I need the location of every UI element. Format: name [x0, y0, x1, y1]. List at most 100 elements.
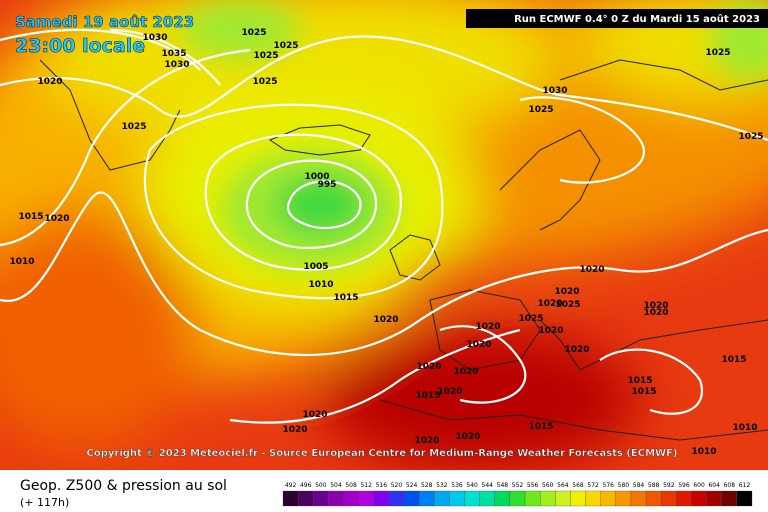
isobar-label: 1020 [466, 340, 491, 350]
isobar-label: 1020 [437, 387, 462, 397]
colorbar-swatch [540, 490, 556, 507]
isobar-label: 1020 [579, 265, 604, 275]
colorbar-swatch [343, 490, 359, 507]
colorbar-swatch [691, 490, 707, 507]
isobar-label: 1020 [37, 77, 62, 87]
colorbar-swatch [645, 490, 662, 507]
isobar-label: 1020 [564, 345, 589, 355]
isobar-label: 1005 [303, 262, 328, 272]
isobar-label: 1025 [738, 132, 763, 142]
colorbar-label: 492 [285, 482, 297, 489]
colorbar-swatch [479, 490, 495, 507]
colorbar-label: 564 [557, 482, 569, 489]
colorbar-swatch [676, 490, 692, 507]
colorbar-label: 516 [376, 482, 388, 489]
colorbar-label: 544 [482, 482, 494, 489]
isobar-label: 1020 [643, 308, 668, 318]
colorbar-swatch [555, 490, 571, 507]
isobar-label: 1035 [161, 49, 186, 59]
colorbar-swatch [736, 490, 753, 507]
colorbar-swatch [358, 490, 374, 507]
colorbar-label: 552 [512, 482, 524, 489]
colorbar-label: 576 [603, 482, 615, 489]
colorbar-swatch [615, 490, 632, 507]
copyright: Copyright © 2023 Meteociel.fr - Source E… [87, 448, 678, 459]
colorbar-label: 556 [527, 482, 539, 489]
colorbar-label: 588 [648, 482, 660, 489]
isobar-label: 1020 [453, 367, 478, 377]
colorbar-swatch [600, 490, 616, 507]
isobar-label: 1020 [455, 432, 480, 442]
isobar-label: 1015 [415, 391, 440, 401]
isobar-label: 1015 [631, 387, 656, 397]
colorbar-swatch [297, 490, 314, 507]
isobar-label: 1025 [518, 314, 543, 324]
colorbar-swatch [419, 490, 435, 507]
colorbar-label: 592 [663, 482, 675, 489]
colorbar-label: 568 [572, 482, 584, 489]
colorbar-label: 540 [466, 482, 478, 489]
colorbar-label: 512 [360, 482, 372, 489]
colorbar-swatch [706, 490, 722, 507]
colorbar-label: 496 [300, 482, 312, 489]
isobar-label: 1020 [416, 362, 441, 372]
isobar-label: 1015 [528, 422, 553, 432]
isobar-label: 1015 [721, 355, 746, 365]
isobar-label: 1025 [252, 77, 277, 87]
coastlines [39, 59, 768, 441]
isobar-label: 1020 [44, 214, 69, 224]
colorbar-swatch [661, 490, 677, 507]
colorbar-swatch [403, 490, 420, 507]
colorbar-label: 520 [391, 482, 403, 489]
isobar-label: 1000 [304, 172, 329, 182]
isobars [0, 28, 768, 424]
colorbar-label: 608 [724, 482, 736, 489]
run-box [466, 9, 768, 28]
isobar-label: 1020 [282, 425, 307, 435]
isobar-label: 1020 [554, 287, 579, 297]
isobar-label: 1020 [538, 326, 563, 336]
colorbar-swatch [524, 490, 541, 507]
footer-title: Geop. Z500 & pression au sol [20, 478, 227, 494]
colorbar-swatch [449, 490, 465, 507]
isobar-label: 1015 [18, 212, 43, 222]
isobar-label: 1025 [705, 48, 730, 58]
isobar-label: 1025 [241, 28, 266, 38]
colorbar-swatch [282, 490, 299, 507]
isobar-label: 1030 [164, 60, 189, 70]
colorbar-label: 528 [421, 482, 433, 489]
colorbar-swatch [570, 490, 586, 507]
isobar-label: 1020 [537, 299, 562, 309]
colorbar-label: 580 [618, 482, 630, 489]
isobar-label: 1020 [475, 322, 500, 332]
colorbar-label: 604 [708, 482, 720, 489]
time: 23:00 locale [15, 35, 145, 57]
colorbar-label: 504 [330, 482, 342, 489]
isobar-label: 1025 [555, 300, 580, 310]
isobar-label: 1010 [308, 280, 333, 290]
colorbar-label: 596 [678, 482, 690, 489]
colorbar-label: 612 [739, 482, 751, 489]
isobar-label: 1030 [142, 33, 167, 43]
colorbar-label: 572 [587, 482, 599, 489]
isobar-label: 995 [318, 180, 337, 190]
isobar-label: 1030 [542, 86, 567, 96]
colorbar-swatch [585, 490, 601, 507]
isobar-label: 1010 [732, 423, 757, 433]
colorbar-swatch [313, 490, 329, 507]
date: Samedi 19 août 2023 [15, 13, 194, 31]
colorbar-label: 536 [451, 482, 463, 489]
colorbar-label: 524 [406, 482, 418, 489]
isobar-label: 1010 [691, 447, 716, 457]
colorbar-swatch [388, 490, 405, 507]
isobar-label: 1010 [9, 257, 34, 267]
isobar-label: 1025 [528, 105, 553, 115]
colorbar-label: 500 [315, 482, 327, 489]
colorbar: 492 496 500 504 508 512 516 520 524 528 532 536 540 5… [282, 482, 753, 507]
colorbar-swatch [494, 490, 511, 507]
isobar-label: 1025 [253, 51, 278, 61]
isobar-label: 1015 [333, 293, 358, 303]
isobar-label: 1025 [121, 122, 146, 132]
